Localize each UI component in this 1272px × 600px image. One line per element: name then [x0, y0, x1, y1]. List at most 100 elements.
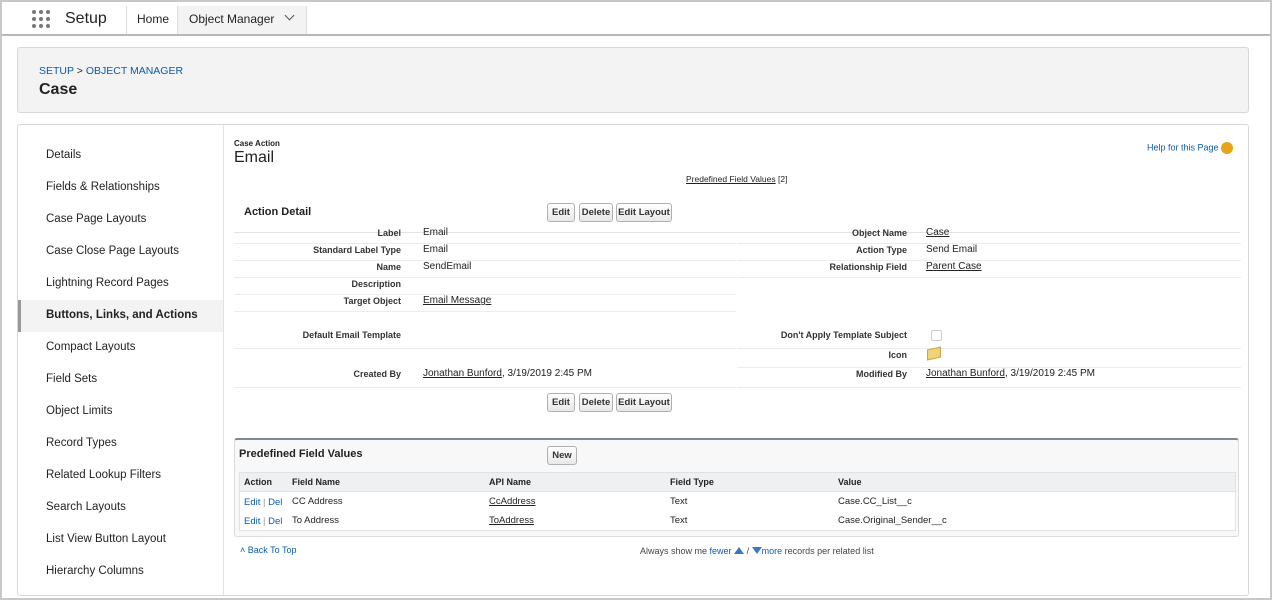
- field-label: Don't Apply Template Subject: [780, 330, 907, 340]
- dot: [39, 10, 43, 14]
- field-label: Action Type: [856, 245, 907, 255]
- sidebar-label: Details: [46, 149, 82, 161]
- action-link[interactable]: Edit: [244, 497, 261, 508]
- button[interactable]: Edit: [547, 203, 575, 222]
- sidebar-item[interactable]: Fields & Relationships: [18, 172, 223, 204]
- app-launcher[interactable]: [32, 10, 50, 28]
- field-line: [737, 386, 1241, 388]
- help-link[interactable]: Help for this Page: [1147, 142, 1219, 153]
- field-link[interactable]: Email Message: [423, 295, 492, 306]
- column-header: API Name: [489, 477, 532, 487]
- field-line: [737, 367, 1241, 368]
- field-value: Email Message: [423, 295, 491, 306]
- main-card: Details Fields & Relationships Case Page L…: [17, 124, 1249, 596]
- sidebar-item[interactable]: Related Lookup Filters: [18, 460, 223, 492]
- button[interactable]: Edit Layout: [616, 393, 672, 412]
- sidebar-item[interactable]: Details: [18, 140, 223, 172]
- sidebar-label: Fields & Relationships: [46, 181, 160, 193]
- field-label: Icon: [888, 349, 907, 360]
- object-title: Case: [39, 81, 78, 98]
- sidebar-item[interactable]: Case Close Page Layouts: [18, 236, 223, 268]
- tab[interactable]: Home: [137, 12, 170, 26]
- help[interactable]: Help for this Page: [1147, 142, 1234, 154]
- related-list: Predefined Field Values New Action Field …: [234, 438, 1239, 537]
- dot: [39, 24, 43, 28]
- more-link[interactable]: more: [761, 546, 783, 556]
- table-row: [239, 492, 1236, 512]
- field-label: Created By: [353, 369, 401, 379]
- crumb[interactable]: SETUP: [39, 65, 74, 77]
- button[interactable]: Edit Layout: [616, 203, 672, 222]
- checkbox[interactable]: [931, 330, 942, 341]
- sidebar-label: Related Lookup Filters: [46, 469, 162, 481]
- content: Case Action Email Help for this Page Pre…: [224, 125, 1248, 595]
- sidebar-item[interactable]: Record Types: [18, 428, 223, 460]
- column-header: Field Name: [292, 477, 341, 487]
- field-label: Standard Label Type: [313, 245, 401, 255]
- page-subtitle: Case Action: [234, 139, 280, 148]
- field-value: SendEmail: [423, 261, 471, 272]
- related-title: Predefined Field Values: [239, 448, 363, 460]
- related-link-text[interactable]: Predefined Field Values: [686, 174, 776, 184]
- app-name: Setup: [65, 10, 107, 27]
- api-link[interactable]: ToAddress: [489, 515, 534, 526]
- action-link[interactable]: Del: [268, 516, 283, 527]
- field-link[interactable]: Case: [926, 227, 950, 238]
- sidebar-item[interactable]: Case Page Layouts: [18, 204, 223, 236]
- button[interactable]: Delete: [579, 393, 613, 412]
- field-value: Jonathan Bunford, 3/19/2019 2:45 PM: [423, 368, 592, 379]
- sidebar-item[interactable]: List View Button Layout: [18, 524, 223, 556]
- dot: [46, 17, 50, 21]
- note-text: Always show me: [640, 546, 708, 556]
- sidebar-label: List View Button Layout: [46, 533, 166, 545]
- field-label: Target Object: [343, 296, 401, 306]
- sidebar-item[interactable]: Compact Layouts: [18, 332, 223, 364]
- sidebar-item[interactable]: Search Layouts: [18, 492, 223, 524]
- sidebar-item[interactable]: Buttons, Links, and Actions: [18, 300, 223, 332]
- api-link[interactable]: CcAddress: [489, 496, 536, 507]
- divider: [126, 6, 127, 34]
- related-link[interactable]: Predefined Field Values [2]: [686, 174, 787, 184]
- field-value: Parent Case: [926, 261, 982, 272]
- sidebar-label: Case Close Page Layouts: [46, 245, 179, 257]
- crumb[interactable]: OBJECT MANAGER: [85, 65, 184, 77]
- button[interactable]: Delete: [579, 203, 613, 222]
- arrow: ˄: [240, 545, 246, 555]
- field-value: Send Email: [926, 244, 977, 255]
- field-label: Object Name: [851, 228, 907, 238]
- field-value: Email: [423, 244, 448, 255]
- action-link[interactable]: Del: [268, 497, 283, 508]
- sidebar-label: Record Types: [46, 437, 117, 449]
- field-suffix: , 3/19/2019 2:45 PM: [501, 368, 593, 379]
- dot: [32, 24, 36, 28]
- sidebar-item[interactable]: Field Sets: [18, 364, 223, 396]
- fewer-link[interactable]: fewer: [709, 546, 732, 556]
- field-line: [234, 386, 736, 388]
- field-value: Jonathan Bunford, 3/19/2019 2:45 PM: [926, 368, 1095, 379]
- button[interactable]: Edit: [547, 393, 575, 412]
- tab-active[interactable]: Object Manager: [177, 6, 307, 34]
- action-sep: |: [263, 497, 266, 508]
- down-arrow: [751, 547, 762, 554]
- sidebar-item[interactable]: Hierarchy Columns: [18, 556, 223, 588]
- sidebar-label: Case Page Layouts: [46, 213, 147, 225]
- chevron: [284, 10, 295, 21]
- field-link[interactable]: Jonathan Bunford: [423, 368, 502, 379]
- sidebar-item[interactable]: Object Limits: [18, 396, 223, 428]
- field-link[interactable]: Jonathan Bunford: [926, 368, 1005, 379]
- field-link[interactable]: Parent Case: [926, 261, 982, 272]
- help-icon: [1221, 142, 1234, 154]
- back-to-top[interactable]: ˄ Back To Top: [240, 545, 296, 555]
- sidebar-label: Lightning Record Pages: [46, 277, 169, 289]
- up-arrow: [734, 547, 745, 554]
- field-label: Description: [351, 279, 401, 289]
- back-link[interactable]: Back To Top: [247, 545, 297, 555]
- column-header: Action: [244, 477, 272, 487]
- sidebar: Details Fields & Relationships Case Page L…: [18, 125, 224, 595]
- action-link[interactable]: Edit: [244, 516, 261, 527]
- sidebar-item[interactable]: Lightning Record Pages: [18, 268, 223, 300]
- new-button[interactable]: New: [547, 446, 577, 465]
- column-header: Value: [838, 477, 862, 487]
- cell: Case.Original_Sender__c: [838, 515, 947, 526]
